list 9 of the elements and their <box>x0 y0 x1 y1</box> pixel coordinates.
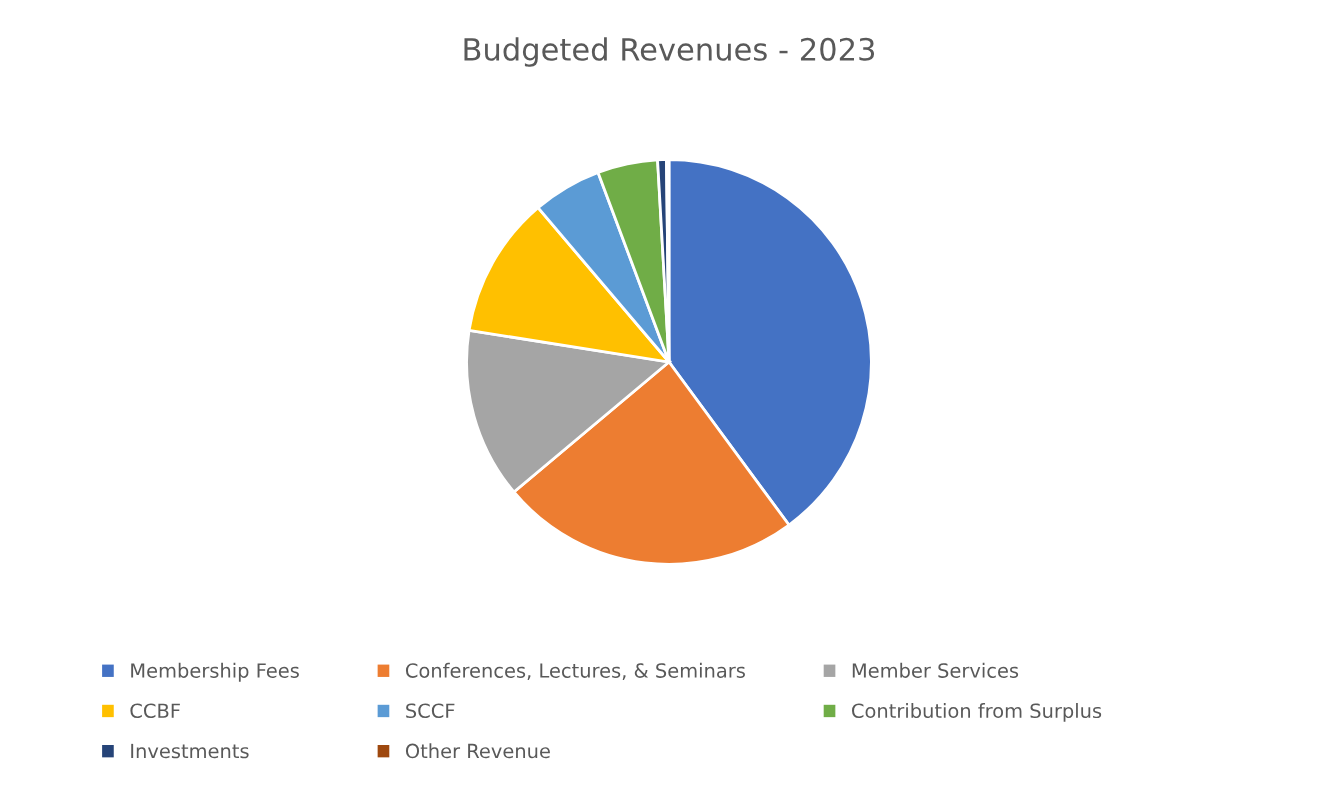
legend-label: CCBF <box>130 703 180 719</box>
legend-label: Investments <box>131 743 249 759</box>
legend-label: Member Services <box>852 662 1019 678</box>
legend-label: Other Revenue <box>405 743 550 759</box>
legend-label: Membership Fees <box>131 662 299 682</box>
legend-label: SCCF <box>406 703 455 719</box>
legend-label: Conferences, Lectures, & Seminars <box>405 662 745 680</box>
chart-title: Budgeted Revenues - 2023 <box>464 37 875 67</box>
legend-label: Contribution from Surplus <box>852 703 1102 722</box>
